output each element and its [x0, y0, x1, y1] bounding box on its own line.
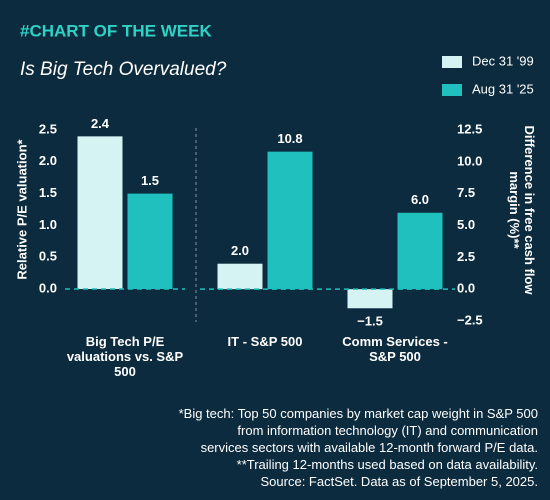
y-tick-label: 1.5 [39, 185, 57, 200]
footnote: *Big tech: Top 50 companies by market ca… [18, 405, 538, 490]
data-label: −1.5 [357, 314, 383, 329]
y-tick-label: −2.5 [457, 312, 483, 327]
y-axis-title: Relative P/E valuation* [14, 139, 30, 280]
bar [347, 289, 393, 309]
kicker: #CHART OF THE WEEK [20, 21, 212, 40]
y-tick-label: 2.5 [457, 249, 475, 264]
footnote-line: services sectors with available 12-month… [200, 440, 538, 455]
y-tick-label: 0.5 [39, 249, 57, 264]
y-tick-label: 12.5 [457, 121, 482, 136]
footnote-line: **Trailing 12-months used based on data … [236, 457, 538, 472]
legend-label: Dec 31 '99 [472, 53, 534, 68]
legend-swatch [442, 84, 462, 96]
y-tick-label: 5.0 [457, 217, 475, 232]
data-label: 6.0 [411, 192, 429, 207]
data-label: 10.8 [277, 131, 302, 146]
x-tick-label: Comm Services - S&P 500 [342, 334, 448, 364]
y-tick-label: 1.0 [39, 217, 57, 232]
y-axis-title: Difference in free cash flow margin (%)*… [507, 125, 537, 295]
data-label: 2.0 [231, 243, 249, 258]
bar [77, 136, 123, 289]
footnote-line: *Big tech: Top 50 companies by market ca… [178, 406, 538, 421]
y-tick-label: 2.0 [39, 153, 57, 168]
chart-title: Is Big Tech Overvalued? [20, 59, 227, 80]
y-tick-label: 0.0 [39, 280, 57, 295]
legend-label: Aug 31 '25 [472, 81, 534, 96]
bar [127, 193, 173, 289]
bar [267, 151, 313, 290]
footnote-line: Source: FactSet. Data as of September 5,… [260, 474, 539, 489]
data-label: 2.4 [91, 116, 110, 131]
y-tick-label: 2.5 [39, 121, 57, 136]
y-tick-label: 0.0 [457, 281, 475, 296]
bar [397, 212, 443, 290]
x-tick-label: Big Tech P/E valuations vs. S&P 500 [66, 334, 184, 379]
legend-swatch [442, 56, 462, 68]
y-tick-label: 10.0 [457, 153, 482, 168]
footnote-line: from information technology (IT) and com… [237, 423, 538, 438]
data-label: 1.5 [141, 173, 159, 188]
bar [217, 263, 263, 290]
y-tick-label: 7.5 [457, 185, 475, 200]
x-tick-label: IT - S&P 500 [227, 334, 303, 349]
